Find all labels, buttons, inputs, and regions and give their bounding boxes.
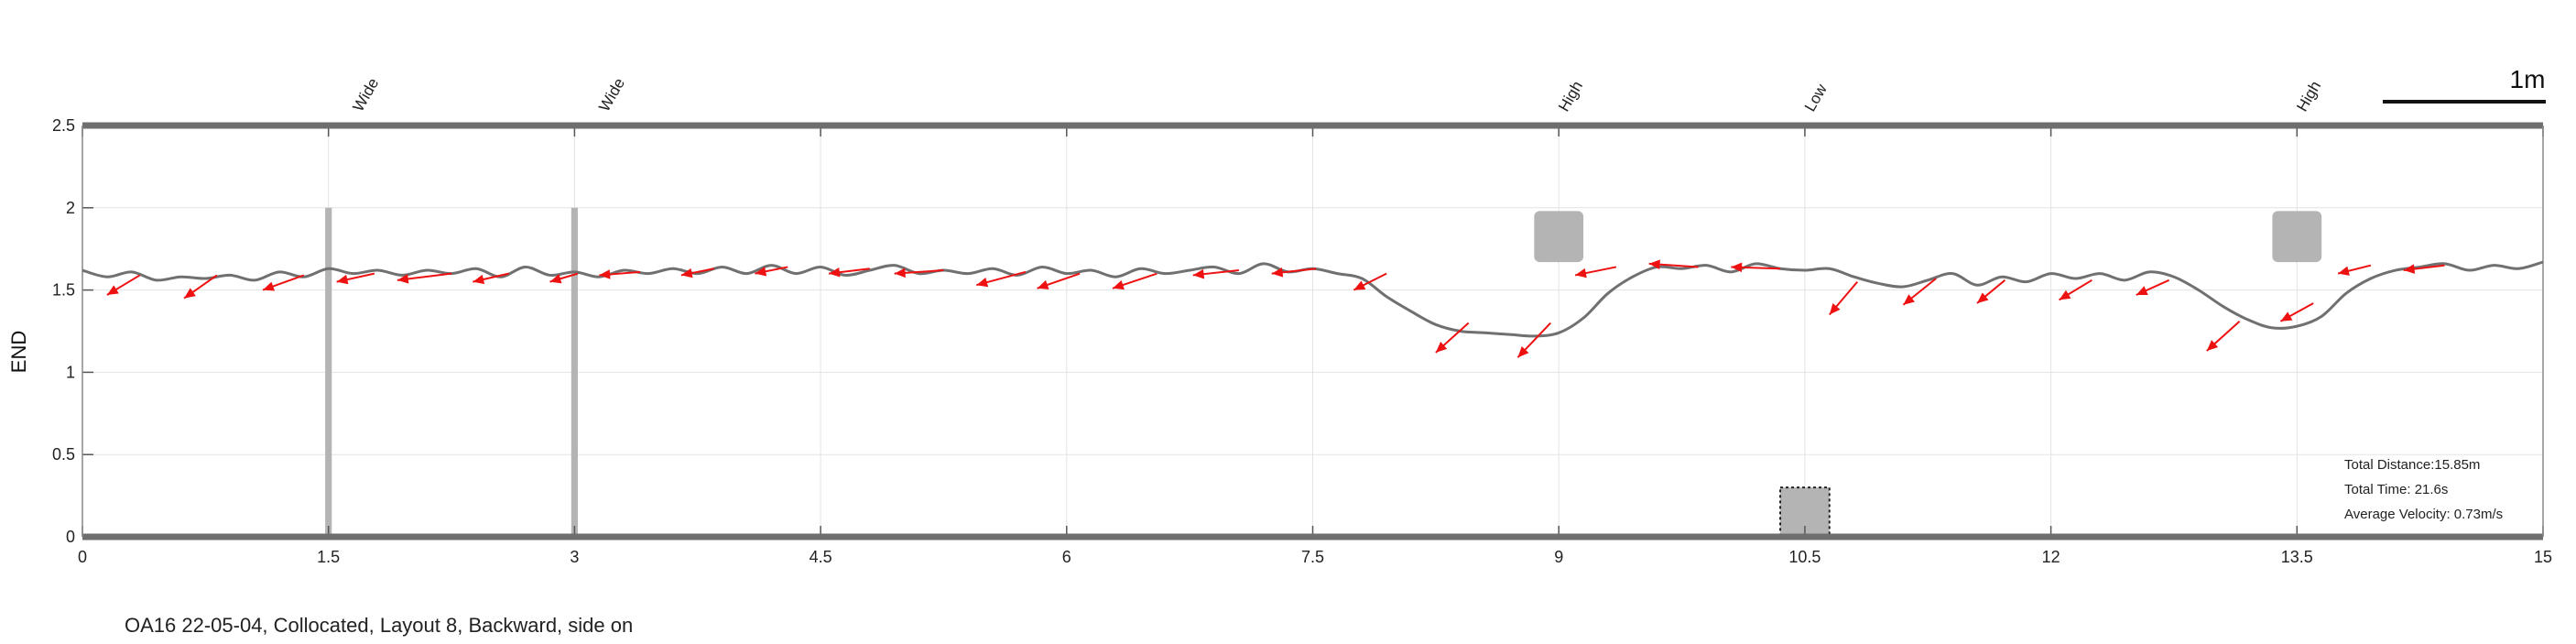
x-tick-label: 12 — [2042, 548, 2060, 566]
heading-arrow-head — [1353, 280, 1366, 290]
heading-arrow-head — [1271, 267, 1284, 278]
heading-arrow-head — [1517, 345, 1529, 358]
x-tick-label: 9 — [1554, 548, 1563, 566]
stats-box: Total Distance:15.85m Total Time: 21.6s … — [2344, 457, 2503, 522]
heading-arrow-head — [2280, 311, 2293, 322]
heading-arrow-head — [1112, 280, 1125, 290]
heading-arrow-head — [1731, 262, 1743, 273]
high-obstacle — [2272, 211, 2322, 263]
heading-arrow-head — [2403, 264, 2416, 274]
figure-caption: OA16 22-05-04, Collocated, Layout 8, Bac… — [125, 614, 634, 637]
heading-arrow-head — [263, 281, 276, 291]
obstacle-label: Wide — [595, 75, 628, 115]
stat-total-distance: Total Distance:15.85m — [2344, 457, 2480, 473]
heading-arrow-head — [1037, 279, 1049, 289]
y-tick-label: 0.5 — [52, 445, 75, 464]
heading-arrow-head — [1648, 259, 1660, 269]
x-tick-label: 10.5 — [1788, 548, 1821, 566]
tick-labels: 0 1.5 3 4.5 6 7.5 9 10.5 12 13.5 15 0 0.5 1 1.5 2 2.5 Wid… — [52, 75, 2552, 566]
x-tick-label: 0 — [78, 548, 87, 566]
heading-arrow-head — [1903, 294, 1915, 305]
obstacle-label: Low — [1801, 81, 1831, 115]
heading-arrow-head — [976, 278, 989, 288]
y-tick-label: 2.5 — [52, 116, 75, 135]
obstacle-label: Wide — [350, 75, 383, 115]
heading-arrow-head — [2059, 289, 2071, 300]
obstacle-label: High — [2293, 78, 2324, 115]
y-tick-label: 1.5 — [52, 281, 75, 300]
y-tick-label: 1 — [66, 363, 75, 381]
heading-arrow-head — [106, 285, 119, 295]
heading-arrow-head — [1192, 268, 1205, 279]
heading-arrow-head — [680, 267, 693, 278]
heading-arrow-head — [1829, 303, 1841, 315]
y-axis-title: END — [7, 331, 30, 373]
heading-arrow-head — [894, 267, 906, 278]
x-tick-label: 6 — [1062, 548, 1071, 566]
heading-arrow-head — [755, 267, 767, 277]
high-obstacle — [1534, 211, 1584, 263]
heading-arrow-head — [397, 274, 409, 284]
obstacle-label: High — [1555, 78, 1586, 115]
heading-arrow-head — [1575, 267, 1587, 278]
heading-arrow-head — [2338, 266, 2350, 276]
x-tick-label: 4.5 — [810, 548, 832, 566]
heading-arrow-head — [829, 267, 841, 278]
stat-average-velocity: Average Velocity: 0.73m/s — [2344, 507, 2503, 522]
x-tick-label: 7.5 — [1301, 548, 1324, 566]
axes-frame — [82, 122, 2544, 540]
scale-bar: 1m — [2383, 65, 2546, 104]
x-tick-label: 3 — [570, 548, 579, 566]
heading-arrow-head — [599, 269, 611, 279]
obstacles — [325, 207, 2322, 538]
heading-arrow-head — [2206, 340, 2219, 352]
stat-total-time: Total Time: 21.6s — [2344, 482, 2448, 497]
x-tick-label: 15 — [2534, 548, 2552, 566]
heading-arrow-head — [549, 274, 562, 284]
heading-arrows — [106, 259, 2445, 358]
heading-arrow-head — [1435, 341, 1448, 353]
heading-arrow-head — [2136, 286, 2148, 295]
pole-obstacle — [325, 207, 332, 538]
x-tick-label: 13.5 — [2281, 548, 2313, 566]
heading-arrow-head — [336, 274, 349, 285]
x-tick-label: 1.5 — [317, 548, 340, 566]
pole-obstacle — [571, 207, 578, 538]
grid-lines — [82, 125, 2544, 538]
y-tick-label: 2 — [66, 199, 75, 217]
heading-arrow-head — [184, 288, 196, 299]
y-tick-label: 0 — [66, 528, 75, 546]
scale-bar-label: 1m — [2510, 65, 2546, 93]
heading-arrow-head — [1976, 292, 1989, 303]
heading-arrow-head — [473, 274, 485, 285]
